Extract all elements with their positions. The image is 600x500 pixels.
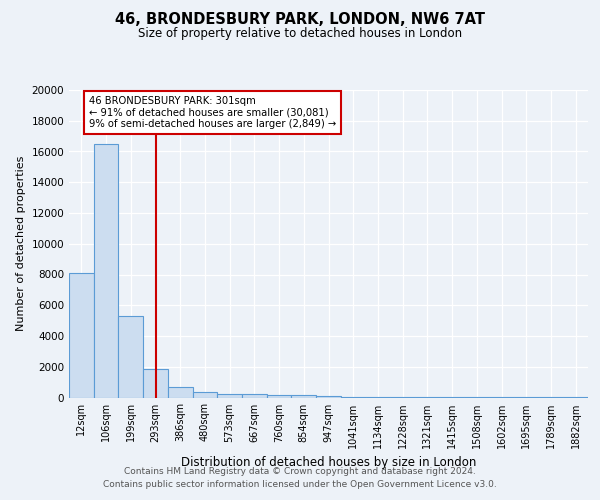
Bar bbox=[341, 396, 365, 398]
Bar bbox=[316, 396, 341, 398]
Y-axis label: Number of detached properties: Number of detached properties bbox=[16, 156, 26, 332]
Text: 46, BRONDESBURY PARK, LONDON, NW6 7AT: 46, BRONDESBURY PARK, LONDON, NW6 7AT bbox=[115, 12, 485, 28]
Text: Size of property relative to detached houses in London: Size of property relative to detached ho… bbox=[138, 28, 462, 40]
Text: 46 BRONDESBURY PARK: 301sqm
← 91% of detached houses are smaller (30,081)
9% of : 46 BRONDESBURY PARK: 301sqm ← 91% of det… bbox=[89, 96, 336, 130]
Bar bbox=[118, 316, 143, 398]
Bar bbox=[143, 369, 168, 398]
X-axis label: Distribution of detached houses by size in London: Distribution of detached houses by size … bbox=[181, 456, 476, 469]
Bar bbox=[193, 392, 217, 398]
Bar bbox=[292, 395, 316, 398]
Bar bbox=[267, 394, 292, 398]
Text: Contains public sector information licensed under the Open Government Licence v3: Contains public sector information licen… bbox=[103, 480, 497, 489]
Bar bbox=[365, 397, 390, 398]
Bar bbox=[217, 394, 242, 398]
Bar bbox=[242, 394, 267, 398]
Bar bbox=[69, 273, 94, 398]
Bar bbox=[168, 386, 193, 398]
Bar bbox=[94, 144, 118, 398]
Text: Contains HM Land Registry data © Crown copyright and database right 2024.: Contains HM Land Registry data © Crown c… bbox=[124, 467, 476, 476]
